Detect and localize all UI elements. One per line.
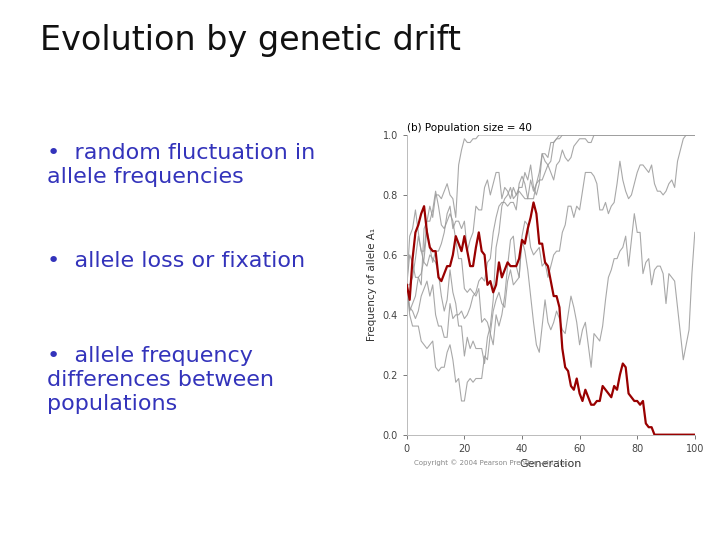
Y-axis label: Frequency of allele A₁: Frequency of allele A₁ <box>367 228 377 341</box>
Text: Copyright © 2004 Pearson Prentice -al l, Inc.: Copyright © 2004 Pearson Prentice -al l,… <box>414 459 570 465</box>
Text: Evolution by genetic drift: Evolution by genetic drift <box>40 24 461 57</box>
Text: •  allele loss or fixation: • allele loss or fixation <box>47 251 305 271</box>
Text: •  random fluctuation in
allele frequencies: • random fluctuation in allele frequenci… <box>47 143 315 187</box>
Text: •  allele frequency
differences between
populations: • allele frequency differences between p… <box>47 346 274 414</box>
X-axis label: Generation: Generation <box>520 460 582 469</box>
Text: (b) Population size = 40: (b) Population size = 40 <box>407 123 531 133</box>
